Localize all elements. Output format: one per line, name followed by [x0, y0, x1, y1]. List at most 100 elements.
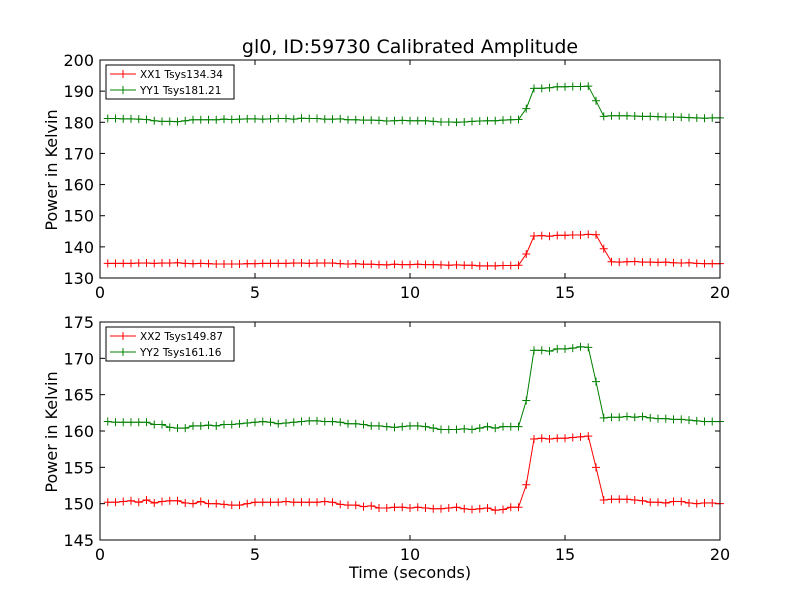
data-point	[429, 504, 438, 513]
data-point	[460, 504, 469, 513]
data-point	[119, 418, 128, 427]
data-point	[196, 115, 205, 124]
data-point	[150, 420, 159, 429]
data-point	[483, 422, 492, 431]
data-point	[576, 82, 585, 91]
data-point	[491, 506, 500, 515]
y-tick-label: 165	[63, 386, 94, 405]
data-point	[638, 412, 647, 421]
data-point	[669, 497, 678, 506]
data-point	[189, 499, 197, 508]
data-point	[320, 417, 329, 426]
data-point	[328, 417, 337, 426]
data-point	[537, 231, 546, 240]
data-point	[375, 504, 383, 513]
data-point	[499, 422, 507, 431]
data-point	[677, 497, 686, 506]
data-point	[685, 113, 693, 122]
data-point	[150, 498, 159, 507]
data-point	[344, 501, 352, 510]
data-point	[584, 343, 593, 352]
data-point	[499, 505, 507, 514]
data-point	[336, 500, 345, 509]
data-point	[375, 116, 383, 125]
data-point	[235, 501, 244, 510]
bottom-plot-ylabel: Power in Kelvin	[42, 371, 61, 492]
data-point	[553, 344, 562, 353]
data-point	[398, 260, 407, 269]
data-point	[297, 417, 306, 426]
data-point	[289, 498, 298, 507]
data-point	[158, 259, 166, 268]
data-point	[514, 115, 523, 124]
data-point	[669, 258, 678, 267]
data-point	[258, 259, 267, 268]
top-plot: gl0, ID:59730 Calibrated Amplitude Power…	[42, 36, 730, 302]
data-point	[274, 498, 283, 507]
data-point	[514, 503, 523, 512]
top-plot-title: gl0, ID:59730 Calibrated Amplitude	[242, 36, 578, 58]
data-point	[669, 415, 678, 424]
data-point	[669, 112, 678, 121]
data-point	[506, 422, 515, 431]
data-point	[561, 434, 569, 443]
data-point	[406, 421, 414, 430]
data-point	[220, 259, 228, 268]
data-point	[537, 434, 546, 443]
data-point	[584, 82, 593, 91]
data-point	[251, 498, 259, 507]
data-point	[630, 413, 639, 422]
data-point	[173, 424, 182, 433]
data-point	[685, 498, 693, 507]
data-point	[646, 258, 655, 267]
data-point	[460, 117, 469, 126]
data-point	[568, 344, 577, 353]
data-point	[359, 502, 368, 511]
data-point	[437, 117, 445, 126]
data-point	[421, 116, 430, 125]
data-point	[274, 419, 283, 428]
data-point	[514, 422, 523, 431]
data-point	[475, 504, 484, 513]
data-point	[227, 420, 236, 429]
data-point	[615, 258, 624, 267]
data-point	[344, 115, 352, 124]
data-point	[421, 260, 430, 269]
data-point	[320, 259, 329, 268]
data-point	[468, 505, 476, 514]
data-point	[282, 114, 290, 123]
y-tick-label: 155	[63, 458, 94, 477]
data-point	[297, 259, 306, 268]
bottom-legend-label-yy2: YY2 Tsys161.16	[139, 347, 222, 359]
top-plot-frame	[99, 59, 721, 279]
data-point	[173, 258, 182, 267]
data-point	[545, 232, 554, 241]
data-point	[142, 259, 151, 268]
data-point	[592, 96, 600, 105]
data-point	[646, 112, 655, 121]
x-tick-label: 15	[555, 545, 575, 564]
data-point	[685, 258, 693, 267]
data-point	[630, 112, 639, 121]
data-point	[336, 418, 345, 427]
data-point	[437, 504, 445, 513]
data-point	[568, 231, 577, 240]
data-point	[142, 418, 151, 427]
data-point	[568, 433, 577, 442]
data-point	[654, 498, 662, 507]
data-point	[320, 115, 329, 124]
data-point	[243, 419, 252, 428]
data-point	[305, 259, 314, 268]
data-point	[150, 259, 159, 268]
data-point	[282, 419, 290, 428]
data-point	[266, 114, 275, 123]
data-point	[127, 496, 135, 505]
data-point	[654, 112, 662, 121]
data-point	[638, 258, 647, 267]
data-point	[708, 498, 717, 507]
data-point	[553, 231, 562, 240]
data-point	[561, 82, 569, 91]
data-point	[336, 114, 345, 123]
data-point	[258, 115, 267, 124]
data-point	[127, 259, 135, 268]
